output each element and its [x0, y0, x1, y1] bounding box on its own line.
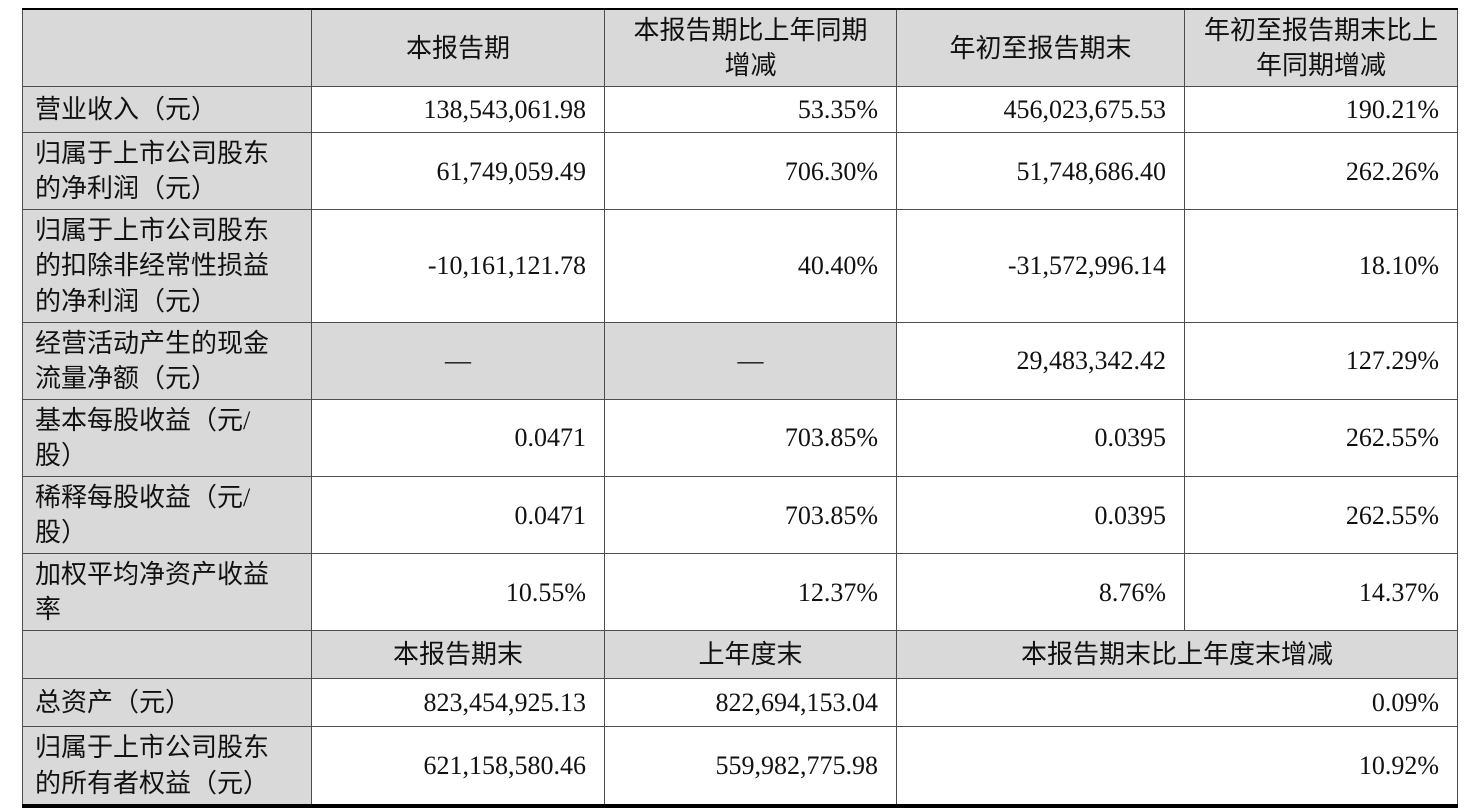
- row-label: 稀释每股收益（元/股）: [22, 476, 312, 555]
- cell-yoy-change-na: —: [604, 321, 897, 400]
- cell-end-of-prior-year: 559,982,775.98: [604, 726, 897, 807]
- table-row-equity-attributable: 归属于上市公司股东的所有者权益（元） 621,158,580.46 559,98…: [22, 726, 1458, 807]
- cell-yoy-change: 53.35%: [604, 86, 897, 134]
- cell-ytd-yoy-change: 262.55%: [1184, 476, 1458, 555]
- row-label: 归属于上市公司股东的扣除非经常性损益的净利润（元）: [22, 209, 312, 323]
- row-label: 总资产（元）: [22, 678, 312, 728]
- cell-ytd-yoy-change: 127.29%: [1184, 321, 1458, 400]
- cell-ytd: 51,748,686.40: [896, 132, 1185, 211]
- header-end-of-period: 本报告期末: [311, 630, 605, 680]
- row-label: 归属于上市公司股东的所有者权益（元）: [22, 726, 312, 807]
- cell-ytd: 0.0395: [896, 476, 1185, 555]
- header-blank-cell: [22, 8, 312, 88]
- table-row-revenue: 营业收入（元） 138,543,061.98 53.35% 456,023,67…: [22, 86, 1458, 134]
- cell-yoy-change: 706.30%: [604, 132, 897, 211]
- cell-change: 0.09%: [896, 678, 1458, 728]
- cell-ytd: 29,483,342.42: [896, 321, 1185, 400]
- cell-ytd: 8.76%: [896, 553, 1185, 632]
- cell-current-period: 0.0471: [311, 476, 605, 555]
- row-label: 加权平均净资产收益率: [22, 553, 312, 632]
- table-row-diluted-eps: 稀释每股收益（元/股） 0.0471 703.85% 0.0395 262.55…: [22, 476, 1458, 555]
- cell-ytd-yoy-change: 190.21%: [1184, 86, 1458, 134]
- header-row-balance: 本报告期末 上年度末 本报告期末比上年度末增减: [22, 630, 1458, 680]
- cell-change: 10.92%: [896, 726, 1458, 807]
- cell-yoy-change: 40.40%: [604, 209, 897, 323]
- cell-yoy-change: 12.37%: [604, 553, 897, 632]
- cell-ytd: 0.0395: [896, 398, 1185, 478]
- cell-yoy-change: 703.85%: [604, 476, 897, 555]
- row-label: 营业收入（元）: [22, 86, 312, 134]
- header-yoy-change: 本报告期比上年同期增减: [604, 8, 897, 88]
- cell-current-period: 61,749,059.49: [311, 132, 605, 211]
- cell-ytd: 456,023,675.53: [896, 86, 1185, 134]
- cell-current-period: 0.0471: [311, 398, 605, 478]
- table-row-weighted-avg-roe: 加权平均净资产收益率 10.55% 12.37% 8.76% 14.37%: [22, 553, 1458, 632]
- row-label: 归属于上市公司股东的净利润（元）: [22, 132, 312, 211]
- table-row-basic-eps: 基本每股收益（元/股） 0.0471 703.85% 0.0395 262.55…: [22, 398, 1458, 478]
- header-current-period: 本报告期: [311, 8, 605, 88]
- table-row-total-assets: 总资产（元） 823,454,925.13 822,694,153.04 0.0…: [22, 678, 1458, 728]
- cell-current-period: 10.55%: [311, 553, 605, 632]
- cell-end-of-prior-year: 822,694,153.04: [604, 678, 897, 728]
- header-ytd-yoy-change: 年初至报告期末比上年同期增减: [1184, 8, 1458, 88]
- header-change-vs-prior-year-end: 本报告期末比上年度末增减: [896, 630, 1458, 680]
- cell-end-of-period: 823,454,925.13: [311, 678, 605, 728]
- table-row-net-profit: 归属于上市公司股东的净利润（元） 61,749,059.49 706.30% 5…: [22, 132, 1458, 211]
- table-row-operating-cash-flow: 经营活动产生的现金流量净额（元） — — 29,483,342.42 127.2…: [22, 321, 1458, 400]
- cell-ytd-yoy-change: 18.10%: [1184, 209, 1458, 323]
- cell-ytd: -31,572,996.14: [896, 209, 1185, 323]
- cell-yoy-change: 703.85%: [604, 398, 897, 478]
- row-label: 经营活动产生的现金流量净额（元）: [22, 321, 312, 400]
- header-ytd: 年初至报告期末: [896, 8, 1185, 88]
- cell-current-period: 138,543,061.98: [311, 86, 605, 134]
- header-blank-cell: [22, 630, 312, 680]
- cell-ytd-yoy-change: 14.37%: [1184, 553, 1458, 632]
- cell-ytd-yoy-change: 262.55%: [1184, 398, 1458, 478]
- key-financials-table: 本报告期 本报告期比上年同期增减 年初至报告期末 年初至报告期末比上年同期增减 …: [22, 8, 1458, 808]
- header-end-of-prior-year: 上年度末: [604, 630, 897, 680]
- cell-current-period: -10,161,121.78: [311, 209, 605, 323]
- row-label: 基本每股收益（元/股）: [22, 398, 312, 478]
- cell-ytd-yoy-change: 262.26%: [1184, 132, 1458, 211]
- cell-current-period-na: —: [311, 321, 605, 400]
- table-row-net-profit-excl-nonrecurring: 归属于上市公司股东的扣除非经常性损益的净利润（元） -10,161,121.78…: [22, 209, 1458, 323]
- header-row-period: 本报告期 本报告期比上年同期增减 年初至报告期末 年初至报告期末比上年同期增减: [22, 8, 1458, 88]
- cell-end-of-period: 621,158,580.46: [311, 726, 605, 807]
